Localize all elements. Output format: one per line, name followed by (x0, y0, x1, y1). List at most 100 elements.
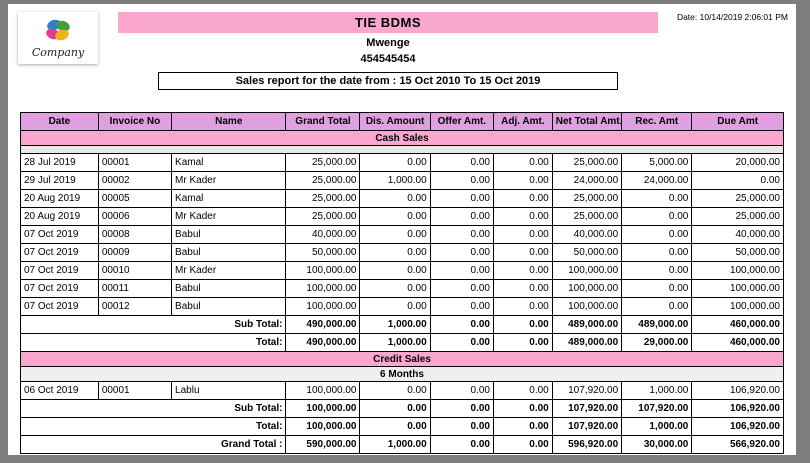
cell: 0.00 (493, 381, 553, 400)
cell: 0.00 (493, 297, 553, 316)
cell: Kamal (171, 189, 287, 208)
cell: 07 Oct 2019 (20, 261, 99, 280)
company-logo-text: Company (31, 46, 85, 59)
spacer-row (20, 145, 784, 154)
cell: 00012 (97, 297, 173, 316)
cell: 100,000.00 (285, 279, 361, 298)
cell: 0.00 (621, 279, 693, 298)
section-band-label: Credit Sales (20, 351, 784, 367)
table-row: 07 Oct 2019 00012 Babul 100,000.00 0.00 0.00 0… (20, 297, 784, 316)
total-cell: 1,000.00 (359, 435, 431, 454)
total-cell: 107,920.00 (551, 417, 623, 436)
cell: 40,000.00 (691, 225, 784, 244)
print-date: Date: 10/14/2019 2:06:01 PM (676, 12, 788, 22)
cell: 25,000.00 (285, 189, 361, 208)
total-cell: 100,000.00 (285, 417, 361, 436)
cell: 0.00 (493, 279, 553, 298)
cell: 0.00 (493, 207, 553, 226)
cell: 1,000.00 (359, 171, 431, 190)
cell: 0.00 (493, 153, 553, 172)
total-cell: 460,000.00 (691, 333, 784, 352)
cell: Mr Kader (171, 171, 287, 190)
cell: 0.00 (621, 189, 693, 208)
cell: 07 Oct 2019 (20, 279, 99, 298)
cell: 100,000.00 (691, 261, 784, 280)
cell: 0.00 (493, 189, 553, 208)
cell: Mr Kader (171, 261, 287, 280)
report-page: Company TIE BDMS Mwenge 454545454 Sales … (8, 4, 796, 455)
cell: 24,000.00 (551, 171, 623, 190)
cell: Lablu (171, 381, 287, 400)
cell: 0.00 (691, 171, 784, 190)
total-cell: 107,920.00 (551, 399, 623, 418)
sub-band-row: 6 Months (20, 366, 784, 382)
cell: 00001 (97, 153, 173, 172)
cell: 0.00 (429, 153, 495, 172)
total-cell: 490,000.00 (285, 333, 361, 352)
total-cell: 1,000.00 (621, 417, 693, 436)
cell: 0.00 (621, 225, 693, 244)
header-subtitle-2: 454545454 (360, 53, 416, 65)
cell: 00002 (97, 171, 173, 190)
table-row: 07 Oct 2019 00010 Mr Kader 100,000.00 0.00 0.… (20, 261, 784, 280)
cell: 25,000.00 (691, 207, 784, 226)
total-label: Total: (19, 333, 287, 352)
cell: 20 Aug 2019 (20, 189, 99, 208)
cell: Kamal (171, 153, 287, 172)
cell: 0.00 (359, 189, 431, 208)
table-row: 28 Jul 2019 00001 Kamal 25,000.00 0.00 0.00 0.… (20, 153, 784, 172)
cell: 0.00 (359, 207, 431, 226)
cell: 00005 (97, 189, 173, 208)
header-center: TIE BDMS Mwenge 454545454 Sales report f… (118, 12, 658, 90)
cell: 25,000.00 (285, 171, 361, 190)
company-logo-icon (39, 17, 77, 48)
section-band-row: Cash Sales (20, 130, 784, 146)
cell: 00001 (97, 381, 173, 400)
cell: 0.00 (493, 225, 553, 244)
total-cell: 0.00 (429, 417, 495, 436)
company-logo: Company (18, 12, 98, 64)
cell: 100,000.00 (551, 279, 623, 298)
cell: 0.00 (359, 279, 431, 298)
column-header: Net Total Amt. (551, 112, 623, 131)
cell: 24,000.00 (621, 171, 693, 190)
column-header: Date (20, 112, 99, 131)
column-header: Name (171, 112, 287, 131)
cell: 25,000.00 (285, 207, 361, 226)
cell: 0.00 (429, 261, 495, 280)
total-label: Grand Total : (19, 435, 287, 454)
total-row: Total: 100,000.00 0.00 0.00 0.00 107,920.00 1,… (19, 417, 784, 436)
total-cell: 490,000.00 (285, 315, 361, 334)
cell: 5,000.00 (621, 153, 693, 172)
cell: 25,000.00 (285, 153, 361, 172)
total-cell: 0.00 (429, 435, 495, 454)
table-row: 07 Oct 2019 00008 Babul 40,000.00 0.00 0.00 0.… (20, 225, 784, 244)
cell: 00009 (97, 243, 173, 262)
cell: 25,000.00 (551, 189, 623, 208)
cell: 100,000.00 (551, 261, 623, 280)
table-header-row: Date Invoice No Name Grand Total Dis. Amount… (20, 112, 784, 131)
table-row: 07 Oct 2019 00011 Babul 100,000.00 0.00 0.00 0… (20, 279, 784, 298)
total-cell: 596,920.00 (551, 435, 623, 454)
cell: 0.00 (359, 261, 431, 280)
total-cell: 0.00 (493, 435, 553, 454)
cell: 07 Oct 2019 (20, 297, 99, 316)
cell: 0.00 (429, 297, 495, 316)
total-cell: 1,000.00 (359, 315, 431, 334)
section-band-row: Credit Sales (20, 351, 784, 367)
cell: 29 Jul 2019 (20, 171, 99, 190)
cell: 40,000.00 (285, 225, 361, 244)
cell: 0.00 (429, 381, 495, 400)
cell: 0.00 (359, 153, 431, 172)
cell: 07 Oct 2019 (20, 243, 99, 262)
total-cell: 30,000.00 (621, 435, 693, 454)
total-row: Sub Total: 100,000.00 0.00 0.00 0.00 107,920.… (19, 399, 784, 418)
cell: 100,000.00 (691, 279, 784, 298)
cell: 00010 (97, 261, 173, 280)
total-row: Grand Total :590,000.00 1,000.00 0.00 0.00 5… (19, 435, 784, 454)
total-cell: 489,000.00 (621, 315, 693, 334)
table-row: 20 Aug 2019 00006 Mr Kader 25,000.00 0.00 0.0… (20, 207, 784, 226)
total-cell: 0.00 (493, 315, 553, 334)
cell: 06 Oct 2019 (20, 381, 99, 400)
total-cell: 0.00 (429, 399, 495, 418)
